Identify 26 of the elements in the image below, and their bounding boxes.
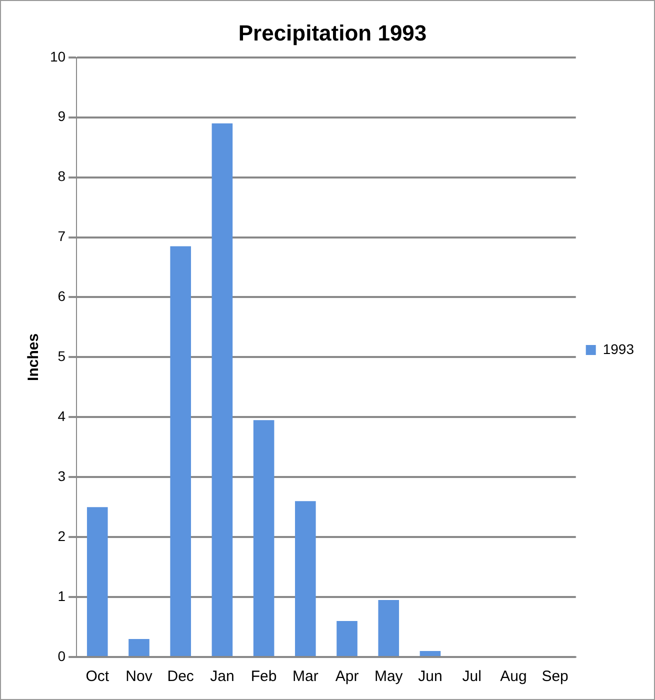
- y-tick-label: 10: [50, 48, 66, 64]
- legend-label: 1993: [602, 340, 634, 357]
- x-tick-label: Oct: [86, 668, 110, 686]
- x-tick-label: Aug: [500, 668, 527, 686]
- x-tick-label: May: [374, 668, 404, 686]
- y-tick-label: 3: [58, 468, 66, 484]
- y-tick-label: 1: [58, 588, 66, 604]
- chart-title: Precipitation 1993: [238, 20, 427, 46]
- x-tick-label: Apr: [335, 668, 359, 686]
- y-tick-label: 5: [58, 348, 66, 364]
- x-tick-label: Jun: [418, 668, 442, 686]
- x-tick-label: Sep: [542, 668, 568, 686]
- y-tick-label: 4: [58, 408, 66, 424]
- y-tick-label: 2: [58, 528, 66, 544]
- y-tick-label: 0: [58, 648, 66, 664]
- y-tick-label: 8: [58, 168, 66, 184]
- x-tick-label: Dec: [167, 668, 194, 686]
- x-tick-label: Mar: [292, 668, 318, 686]
- y-axis-title: Inches: [25, 333, 42, 381]
- x-tick-label: Nov: [126, 668, 153, 686]
- y-tick-label: 9: [58, 108, 66, 124]
- x-tick-label: Feb: [250, 668, 277, 686]
- x-tick-label: Jul: [462, 668, 482, 686]
- x-tick-label: Jan: [210, 668, 234, 686]
- y-tick-label: 6: [58, 288, 66, 304]
- y-tick-label: 7: [58, 228, 66, 244]
